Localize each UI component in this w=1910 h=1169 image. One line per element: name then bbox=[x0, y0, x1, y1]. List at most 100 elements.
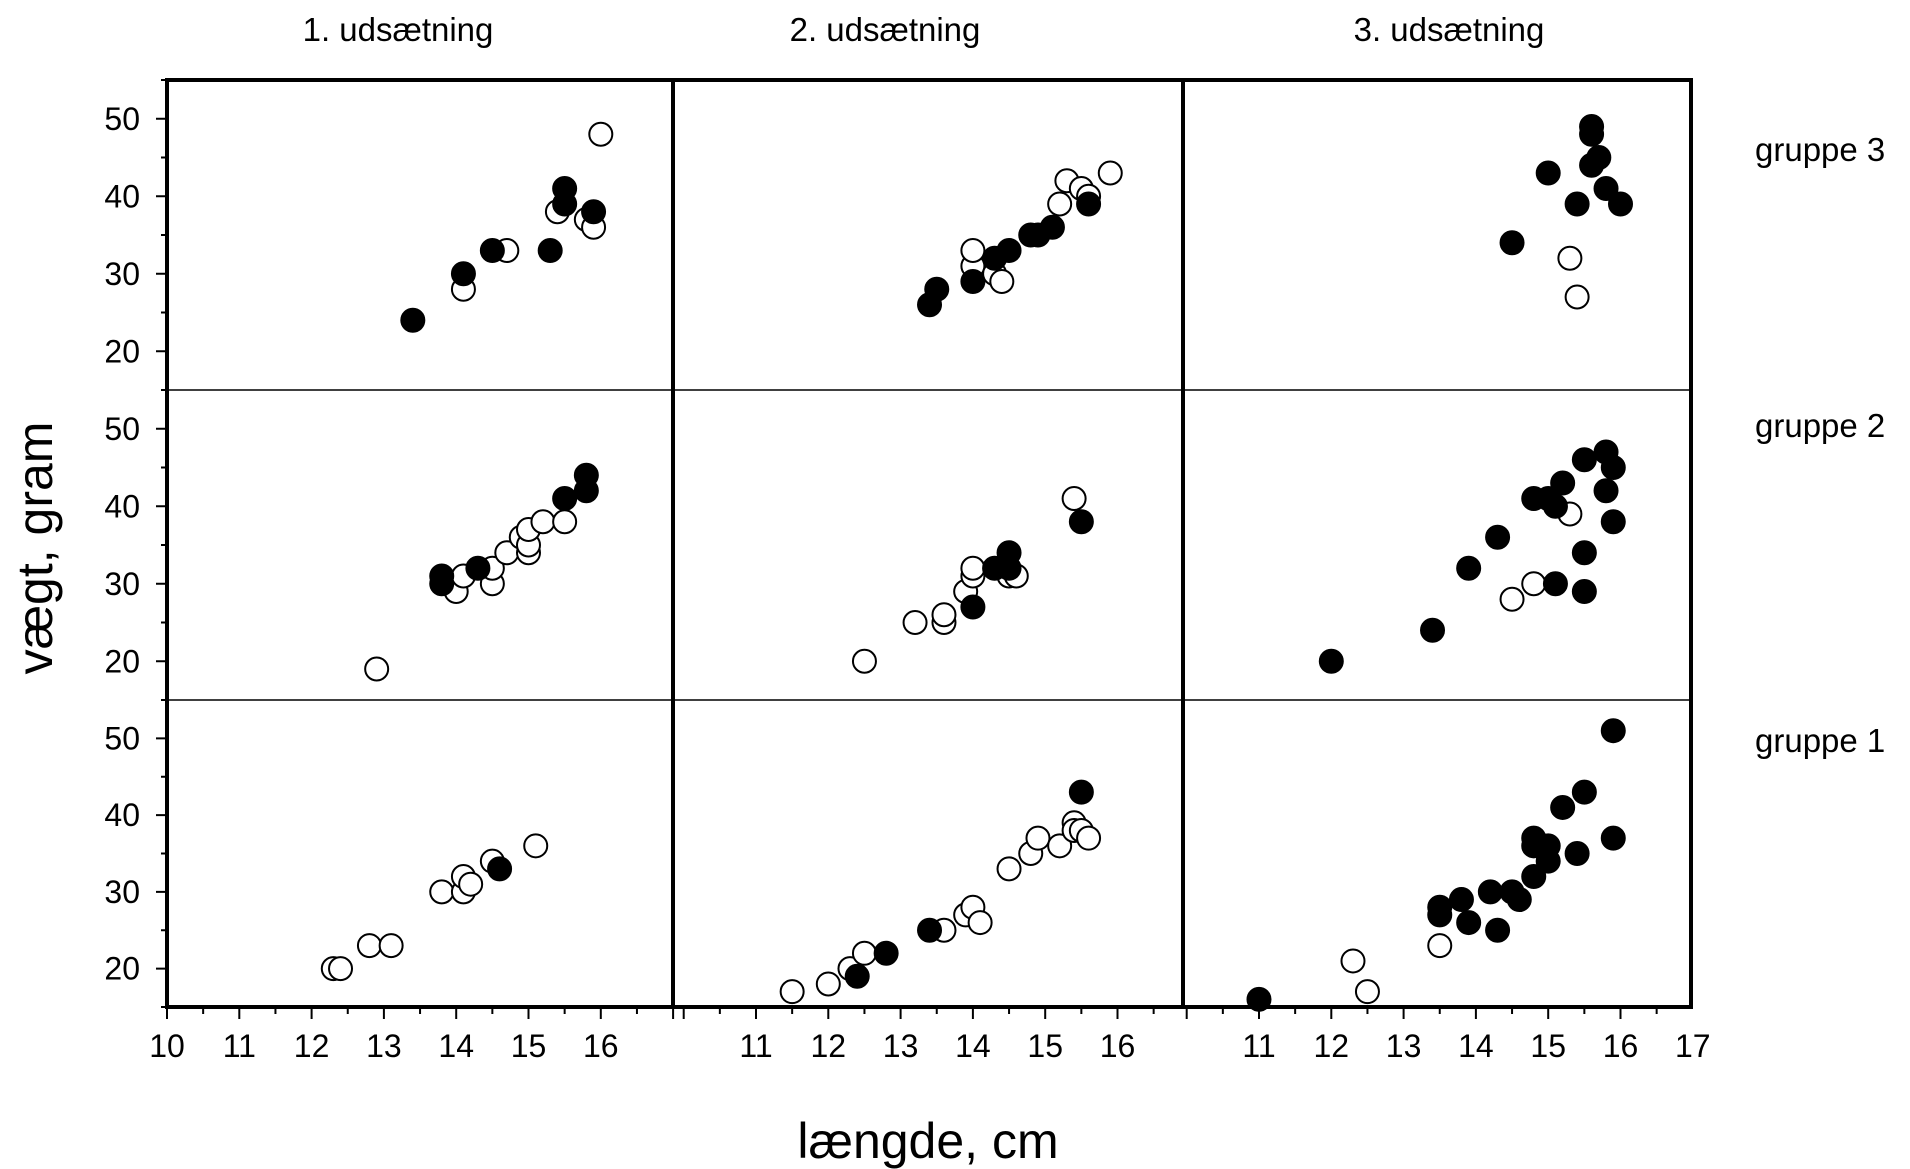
filled-point bbox=[1456, 555, 1482, 581]
row-label-gruppe-2: gruppe 2 bbox=[1755, 407, 1885, 444]
filled-point bbox=[1571, 579, 1597, 604]
plot-frame bbox=[165, 78, 1693, 1009]
filled-point bbox=[487, 856, 513, 882]
x-tick-label: 11 bbox=[739, 1028, 772, 1064]
filled-point bbox=[996, 238, 1022, 263]
y-tick-label: 40 bbox=[104, 797, 140, 833]
filled-point bbox=[1593, 478, 1619, 504]
y-tick-label: 40 bbox=[104, 488, 140, 524]
filled-point bbox=[1068, 509, 1094, 535]
filled-point bbox=[917, 917, 943, 943]
y-tick-label: 30 bbox=[104, 566, 140, 602]
column-titles: 1. udsætning 2. udsætning 3. udsætning bbox=[303, 11, 1545, 48]
filled-point bbox=[1600, 825, 1626, 851]
filled-point bbox=[1420, 617, 1446, 643]
filled-point bbox=[996, 540, 1022, 566]
open-point bbox=[588, 121, 614, 147]
filled-point bbox=[1068, 779, 1094, 805]
filled-point bbox=[1039, 214, 1065, 240]
open-point bbox=[1047, 833, 1073, 859]
filled-point bbox=[1600, 718, 1626, 744]
open-point bbox=[989, 269, 1015, 294]
open-point bbox=[552, 509, 578, 535]
filled-point bbox=[1550, 794, 1576, 820]
filled-point bbox=[450, 261, 476, 287]
open-point bbox=[1025, 825, 1051, 851]
x-tick-label: 16 bbox=[1100, 1028, 1136, 1064]
y-axis-title: vægt, gram bbox=[7, 422, 63, 675]
panel-r1-c1 bbox=[400, 121, 614, 333]
filled-point bbox=[1506, 887, 1532, 913]
filled-point bbox=[960, 269, 986, 294]
filled-point bbox=[552, 486, 578, 511]
x-tick-label: 13 bbox=[1386, 1028, 1422, 1064]
filled-point bbox=[1499, 230, 1525, 256]
open-point bbox=[1354, 979, 1380, 1005]
filled-point bbox=[1600, 455, 1626, 480]
open-point bbox=[378, 933, 404, 959]
x-tick-label: 12 bbox=[1314, 1028, 1350, 1064]
filled-point bbox=[1593, 176, 1619, 201]
open-point bbox=[815, 971, 841, 997]
x-tick-label: 14 bbox=[438, 1028, 474, 1064]
open-point bbox=[960, 555, 986, 581]
y-tick-label: 30 bbox=[104, 874, 140, 910]
open-point bbox=[1061, 486, 1087, 511]
filled-point bbox=[1318, 648, 1344, 674]
filled-point bbox=[581, 199, 607, 225]
filled-point bbox=[1586, 145, 1612, 170]
column-title-2: 2. udsætning bbox=[790, 11, 981, 48]
panel-r3-c1 bbox=[320, 833, 549, 982]
x-tick-label: 13 bbox=[883, 1028, 919, 1064]
filled-point bbox=[1427, 894, 1453, 920]
open-point bbox=[530, 509, 556, 535]
row-labels: gruppe 3 gruppe 2 gruppe 1 bbox=[1755, 131, 1885, 759]
filled-point bbox=[873, 940, 899, 966]
filled-point bbox=[1521, 864, 1547, 890]
y-tick-label: 30 bbox=[104, 256, 140, 292]
filled-point bbox=[1571, 540, 1597, 566]
y-tick-label: 50 bbox=[104, 101, 140, 137]
filled-point bbox=[1542, 571, 1568, 597]
filled-point bbox=[537, 238, 563, 263]
x-tick-label: 11 bbox=[223, 1028, 256, 1064]
x-tick-label: 14 bbox=[1458, 1028, 1494, 1064]
filled-point bbox=[844, 963, 870, 989]
open-point bbox=[458, 871, 484, 897]
y-tick-label: 40 bbox=[104, 178, 140, 214]
panel-r1-c2 bbox=[917, 160, 1123, 318]
filled-point bbox=[1535, 160, 1561, 186]
filled-point bbox=[960, 594, 986, 620]
open-point bbox=[328, 956, 354, 982]
open-point bbox=[1047, 191, 1073, 217]
row-label-gruppe-1: gruppe 1 bbox=[1755, 722, 1885, 759]
row-label-gruppe-3: gruppe 3 bbox=[1755, 131, 1885, 168]
filled-point bbox=[1564, 191, 1590, 217]
filled-point bbox=[1246, 986, 1272, 1012]
x-tick-label: 16 bbox=[583, 1028, 619, 1064]
x-tick-label: 15 bbox=[1027, 1028, 1063, 1064]
y-tick-label: 50 bbox=[104, 411, 140, 447]
filled-point bbox=[1571, 447, 1597, 473]
column-title-1: 1. udsætning bbox=[303, 11, 494, 48]
open-point bbox=[523, 833, 549, 859]
open-point bbox=[364, 656, 390, 682]
filled-point bbox=[479, 238, 505, 263]
panel-r3-c2 bbox=[779, 779, 1102, 1005]
panel-r3-c3 bbox=[1246, 718, 1626, 1012]
open-point bbox=[1076, 825, 1102, 851]
open-point bbox=[902, 610, 928, 635]
filled-point bbox=[1477, 879, 1503, 905]
panel-r2-c1 bbox=[364, 462, 599, 682]
x-tick-label: 16 bbox=[1603, 1028, 1639, 1064]
x-tick-label: 15 bbox=[1530, 1028, 1566, 1064]
open-point bbox=[1427, 933, 1453, 959]
filled-point bbox=[573, 462, 599, 488]
open-point bbox=[931, 602, 957, 628]
open-point bbox=[1521, 571, 1547, 597]
filled-point bbox=[1550, 470, 1576, 496]
filled-point bbox=[1076, 191, 1102, 217]
open-point bbox=[356, 933, 382, 959]
filled-point bbox=[1448, 887, 1474, 913]
open-point bbox=[1557, 245, 1583, 271]
